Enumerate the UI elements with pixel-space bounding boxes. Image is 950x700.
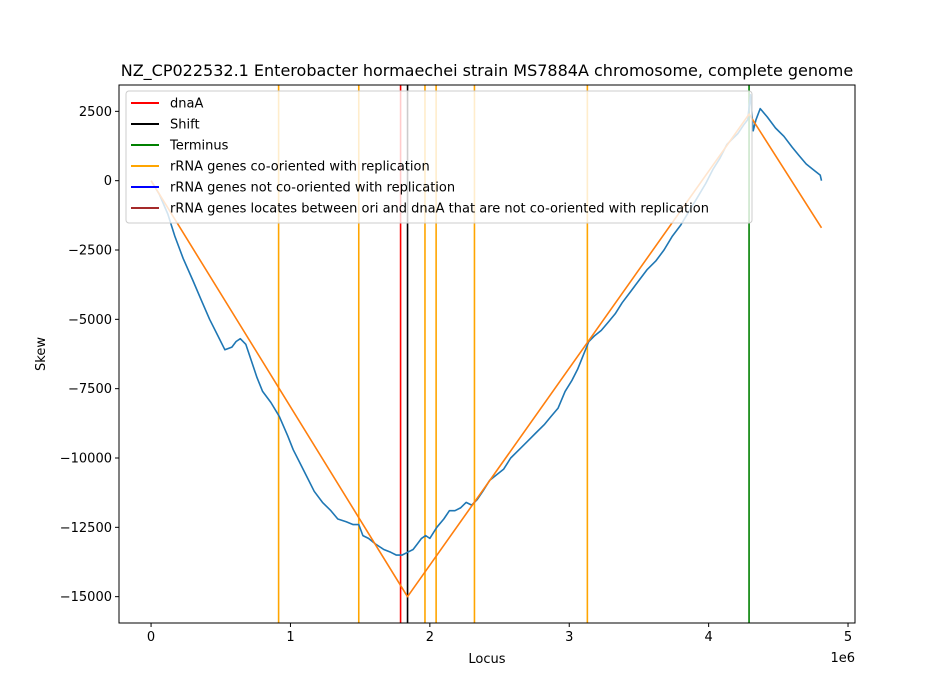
y-tick-label: 0 [104,174,112,189]
x-axis-offset-label: 1e6 [830,651,855,666]
chart-title: NZ_CP022532.1 Enterobacter hormaechei st… [121,61,853,81]
y-axis-label: Skew [34,337,49,371]
legend-label: Shift [170,118,200,133]
x-tick-label: 4 [704,630,712,645]
x-tick-label: 1 [286,630,294,645]
x-axis: 0 1 2 3 4 5 [147,623,852,645]
x-tick-label: 2 [426,630,434,645]
y-tick-label: 2500 [79,105,112,120]
legend-box [125,90,753,224]
x-tick-label: 5 [844,630,852,645]
x-tick-label: 0 [147,630,155,645]
x-axis-label: Locus [468,652,505,667]
y-tick-label: −5000 [68,313,112,328]
plot-area [118,84,856,624]
x-tick-label: 3 [565,630,573,645]
legend: dnaA Shift Terminus rRNA genes co-oriented … [125,90,753,224]
y-tick-label: −2500 [68,244,112,259]
series-line-fit [150,113,823,598]
legend-label: rRNA genes locates between ori and dnaA … [170,202,709,217]
y-tick-label: −7500 [68,382,112,397]
legend-label: Terminus [169,139,229,154]
y-axis: 2500 0 −2500 −5000 −7500 −10000 −12500 −15000 [60,105,119,605]
legend-label: rRNA genes co-oriented with replication [170,160,430,175]
legend-label: rRNA genes not co-oriented with replicat… [170,181,455,196]
y-tick-label: −12500 [60,521,112,536]
y-tick-label: −10000 [60,451,112,466]
legend-label: dnaA [170,97,203,112]
y-tick-label: −15000 [60,590,112,605]
